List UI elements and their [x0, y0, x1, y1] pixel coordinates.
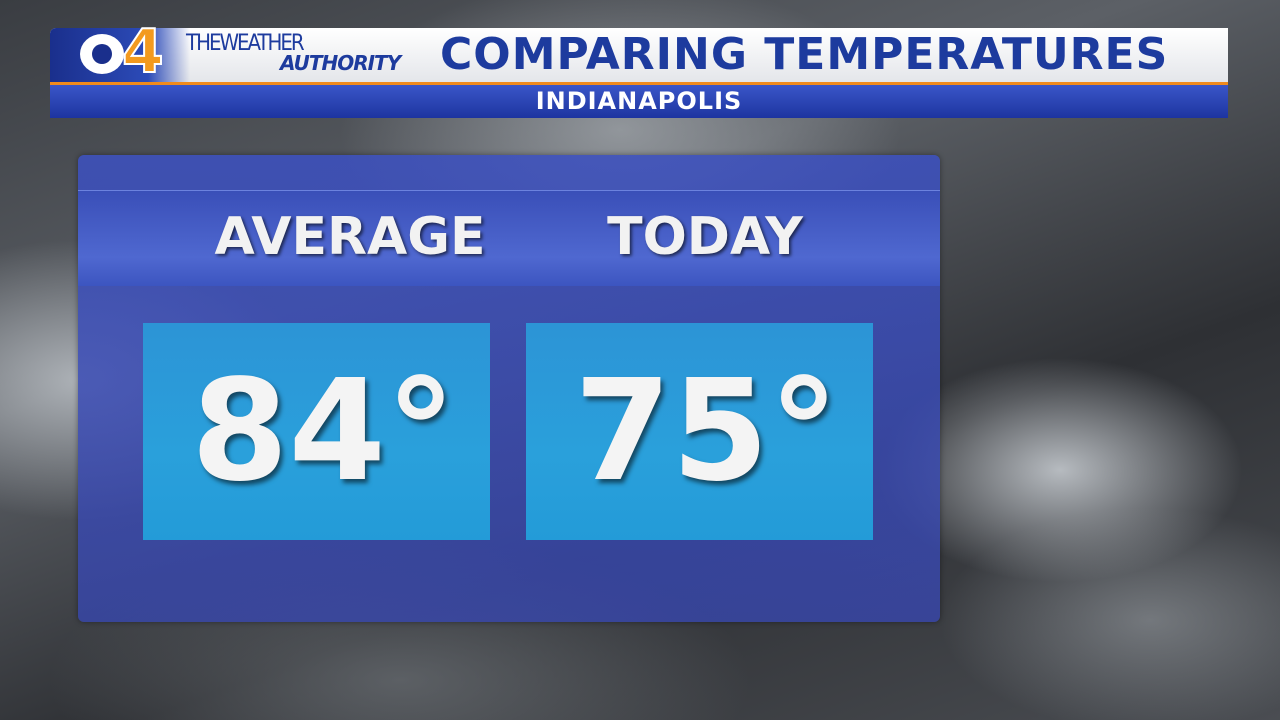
- subtitle: INDIANAPOLIS: [535, 87, 743, 115]
- temperature: 84°: [191, 350, 456, 513]
- column-label: AVERAGE: [214, 207, 486, 267]
- value-box: [526, 323, 873, 540]
- brand-line: THEWEATHER: [186, 31, 305, 56]
- logo-number: 4: [121, 17, 165, 87]
- label-band: [78, 190, 940, 286]
- title: COMPARING TEMPERATURES: [440, 29, 1169, 80]
- temperature: 75°: [574, 350, 839, 513]
- subtitle-bar: [50, 85, 1228, 118]
- logo-pupil: [92, 44, 112, 64]
- value-box: [143, 323, 490, 540]
- brand-line: AUTHORITY: [280, 51, 401, 75]
- column-label: TODAY: [607, 207, 803, 267]
- title-bar: [50, 28, 1228, 85]
